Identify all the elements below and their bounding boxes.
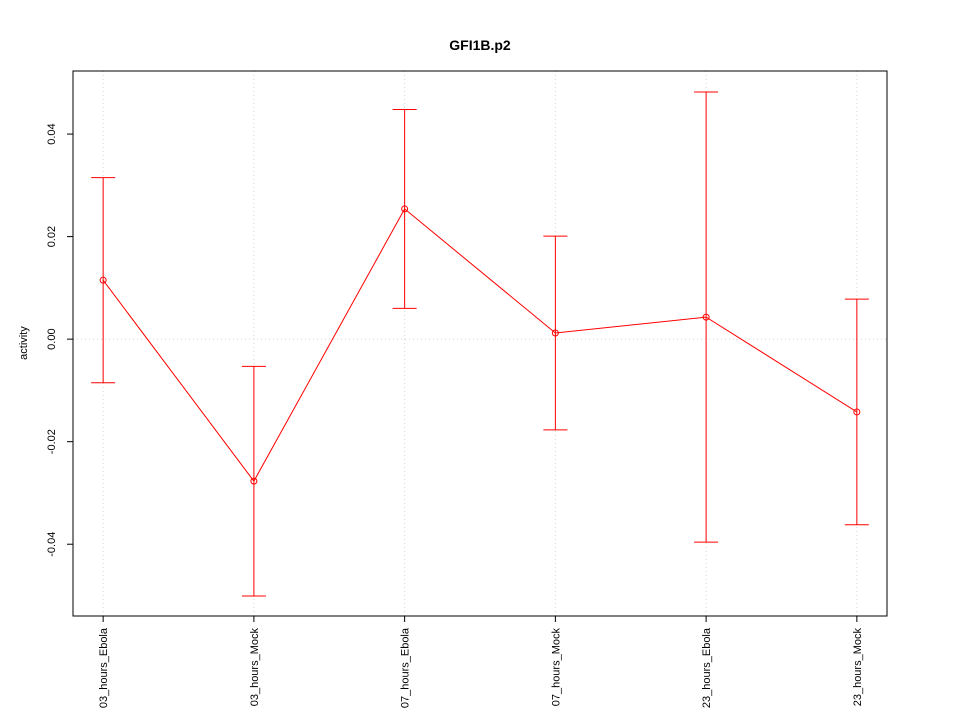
x-tick-label: 23_hours_Mock: [852, 628, 864, 707]
x-tick-label: 03_hours_Mock: [249, 628, 261, 707]
x-tick-label: 03_hours_Ebola: [98, 627, 110, 708]
y-tick-label: -0.04: [46, 532, 58, 557]
x-tick-label: 23_hours_Ebola: [701, 627, 713, 708]
x-tick-label: 07_hours_Mock: [550, 628, 562, 707]
plot-frame: [72, 70, 888, 617]
point: [250, 477, 258, 485]
y-axis-label: activity: [18, 326, 30, 360]
y-tick-label: -0.02: [46, 429, 58, 454]
point: [853, 408, 861, 416]
y-tick-label: 0.00: [46, 328, 58, 349]
point: [99, 276, 107, 284]
y-tick-label: 0.02: [46, 226, 58, 247]
series-line: [102, 208, 858, 483]
point: [551, 329, 559, 337]
x-tick-label: 07_hours_Ebola: [400, 627, 412, 708]
point: [702, 313, 710, 321]
point: [401, 205, 409, 213]
y-tick-label: 0.04: [46, 123, 58, 144]
chart-title: GFI1B.p2: [449, 37, 511, 53]
